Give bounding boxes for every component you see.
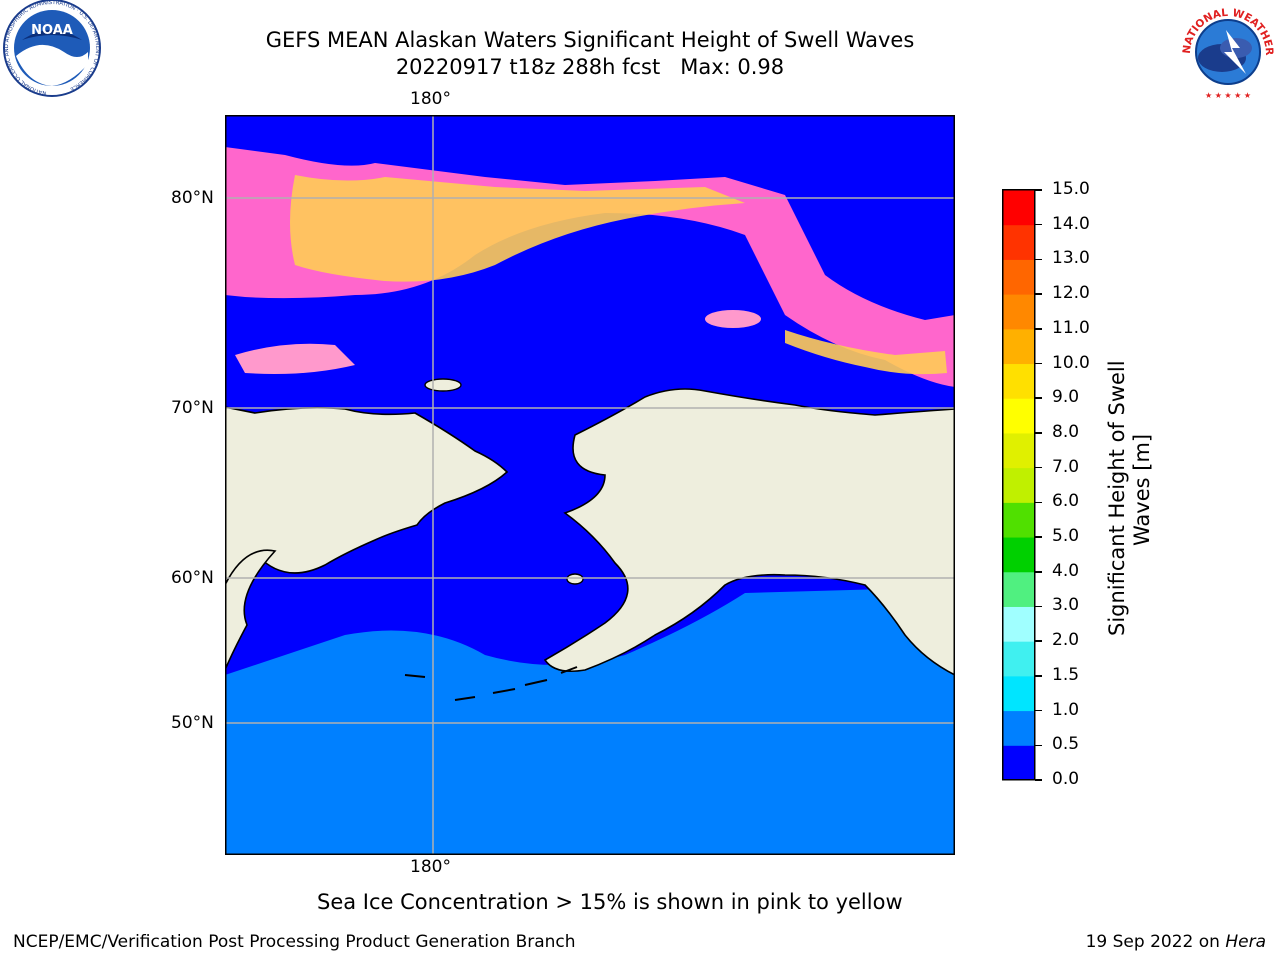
colorbar-segment	[1003, 502, 1034, 538]
land-kamchatka	[225, 549, 277, 671]
colorbar-tick-mark	[1035, 258, 1042, 261]
aleutian-islands	[404, 666, 578, 701]
colorbar-segment	[1003, 259, 1034, 295]
land-chukotka	[225, 406, 509, 587]
colorbar	[1002, 189, 1036, 781]
colorbar-tick-mark	[1035, 223, 1042, 226]
lat-label-60n: 60°N	[171, 568, 214, 588]
colorbar-tick-label: 2.0	[1052, 630, 1080, 651]
colorbar-tick-label: 10.0	[1052, 352, 1090, 373]
colorbar-segment	[1003, 537, 1034, 573]
colorbar-label-line2: Waves [m]	[1130, 434, 1154, 546]
colorbar-tick-mark	[1035, 189, 1042, 191]
colorbar-tick-mark	[1035, 362, 1042, 365]
colorbar-tick-mark	[1035, 432, 1042, 434]
colorbar-segment	[1003, 641, 1034, 677]
footer-date: 19 Sep 2022 on Hera	[1086, 932, 1266, 952]
colorbar-segment	[1003, 224, 1034, 260]
ice-patch	[705, 310, 761, 328]
nws-logo: NATIONAL WEATHER SERVICE ★ ★ ★ ★ ★	[1176, 2, 1275, 100]
colorbar-tick-mark	[1035, 501, 1042, 504]
ice-patch	[235, 343, 355, 374]
colorbar-tick-mark	[1035, 328, 1042, 330]
colorbar-tick-label: 14.0	[1052, 213, 1090, 234]
colorbar-segment	[1003, 432, 1034, 469]
noaa-logo: NOAA NATIONAL OCEANIC AND ATMOSPHERIC AD…	[3, 0, 101, 97]
colorbar-tick-label: 1.5	[1052, 664, 1080, 685]
colorbar-tick-mark	[1035, 293, 1042, 295]
colorbar-tick-mark	[1035, 640, 1042, 642]
colorbar-segment	[1003, 398, 1034, 434]
footer-branch: NCEP/EMC/Verification Post Processing Pr…	[13, 932, 576, 952]
footer-host: Hera	[1225, 932, 1266, 952]
colorbar-tick-label: 0.0	[1052, 769, 1080, 789]
colorbar-label-line1: Significant Height of Swell	[1105, 360, 1129, 636]
colorbar-label: Significant Height of Swell Waves [m]	[1105, 360, 1154, 636]
colorbar-tick-mark	[1035, 536, 1042, 538]
colorbar-tick-label: 5.0	[1052, 526, 1080, 547]
colorbar-tick-label: 6.0	[1052, 491, 1080, 512]
footer-date-text: 19 Sep 2022 on	[1085, 932, 1226, 952]
colorbar-tick-label: 11.0	[1052, 317, 1090, 338]
lon-label-top: 180°	[410, 89, 451, 109]
colorbar-segment	[1003, 328, 1034, 365]
swell-height-map	[225, 115, 955, 855]
colorbar-segment	[1003, 190, 1034, 226]
map-gridlines	[225, 115, 955, 855]
colorbar-segment	[1003, 294, 1034, 330]
colorbar-segment	[1003, 675, 1034, 712]
colorbar-tick-label: 13.0	[1052, 248, 1090, 269]
land-alaska	[543, 388, 955, 676]
colorbar-tick-label: 15.0	[1052, 179, 1090, 199]
land-st-lawrence-island	[424, 378, 462, 392]
lat-label-70n: 70°N	[171, 398, 214, 418]
colorbar-segment	[1003, 467, 1034, 503]
colorbar-segment	[1003, 745, 1034, 781]
colorbar-tick-mark	[1035, 709, 1042, 712]
noaa-logo-text: NOAA	[31, 23, 73, 38]
map-title-line1: GEFS MEAN Alaskan Waters Significant Hei…	[265, 28, 915, 52]
colorbar-frame	[1002, 189, 1036, 781]
colorbar-tick-label: 4.0	[1052, 560, 1080, 581]
colorbar-segment	[1003, 571, 1034, 607]
map-frame	[225, 115, 955, 855]
sea-ice-high	[290, 175, 745, 282]
colorbar-tick-label: 12.0	[1052, 283, 1090, 304]
colorbar-tick-mark	[1035, 605, 1042, 608]
colorbar-tick-mark	[1035, 571, 1042, 573]
colorbar-segment	[1003, 710, 1034, 746]
colorbar-tick-mark	[1035, 779, 1042, 781]
colorbar-tick-mark	[1035, 744, 1042, 747]
svg-text:★ ★ ★ ★ ★: ★ ★ ★ ★ ★	[1205, 91, 1251, 100]
colorbar-tick-label: 7.0	[1052, 456, 1080, 477]
sea-ice-high	[785, 330, 947, 375]
colorbar-tick-mark	[1035, 466, 1042, 469]
colorbar-tick-mark	[1035, 675, 1042, 677]
colorbar-tick-label: 0.5	[1052, 734, 1080, 755]
lat-label-50n: 50°N	[171, 713, 214, 733]
colorbar-tick-label: 8.0	[1052, 421, 1080, 442]
map-title-line2: 20220917 t18z 288h fcst Max: 0.98	[395, 55, 785, 79]
colorbar-tick-label: 9.0	[1052, 387, 1080, 408]
colorbar-tick-label: 1.0	[1052, 699, 1080, 720]
colorbar-tick-label: 3.0	[1052, 595, 1080, 616]
colorbar-segment	[1003, 606, 1034, 642]
lon-label-bottom: 180°	[410, 857, 451, 877]
sea-ice-caption: Sea Ice Concentration > 15% is shown in …	[317, 890, 903, 914]
colorbar-tick-mark	[1035, 397, 1042, 399]
lat-label-80n: 80°N	[171, 188, 214, 208]
ocean-area-mid-swell	[225, 587, 955, 855]
colorbar-segment	[1003, 363, 1034, 399]
land-nunivak-island	[566, 573, 584, 585]
